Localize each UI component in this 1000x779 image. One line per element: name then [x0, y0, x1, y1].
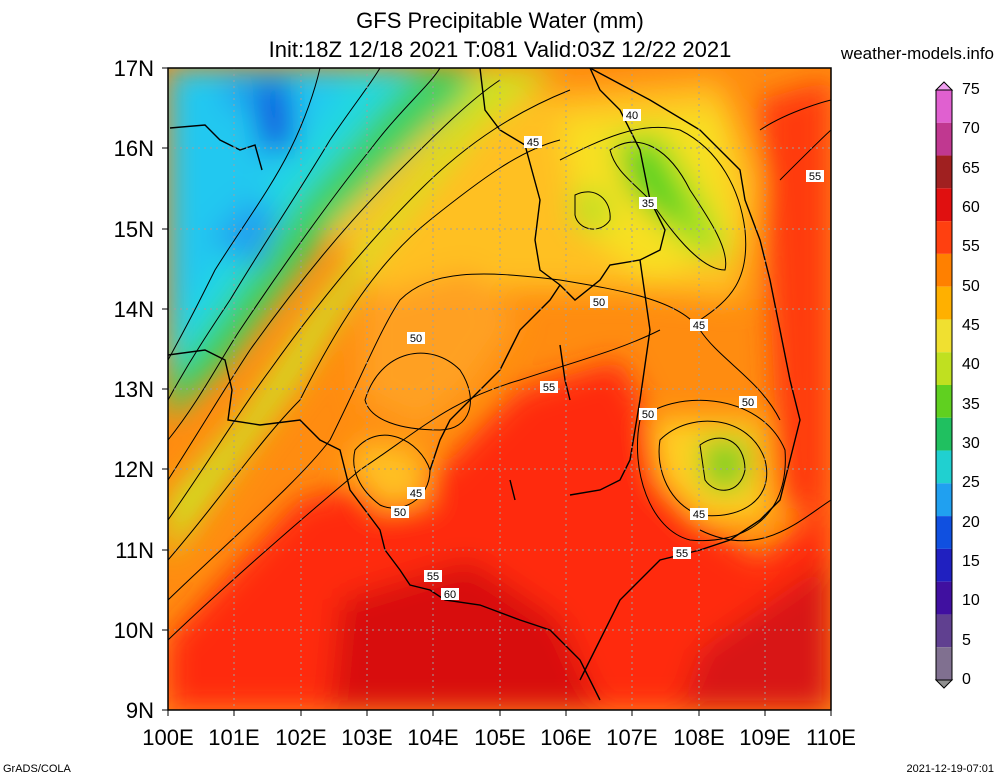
lon-label: 101E	[208, 725, 260, 750]
lon-label: 100E	[142, 725, 194, 750]
colorbar-label: 70	[962, 120, 980, 138]
svg-text:40: 40	[626, 110, 638, 122]
lon-label: 103E	[341, 725, 393, 750]
colorbar-swatch	[936, 286, 952, 320]
pw-field	[168, 68, 831, 710]
lat-label: 10N	[113, 618, 154, 643]
contour-label: 50	[391, 506, 409, 519]
colorbar-swatch	[936, 90, 952, 123]
contour-label: 50	[590, 296, 608, 309]
contour-label: 55	[806, 170, 824, 183]
lon-label: 110E	[806, 725, 856, 750]
axis-ticks	[162, 67, 832, 716]
site-label: weather-models.info	[840, 44, 994, 63]
colorbar-label: 50	[962, 277, 980, 295]
contour-label: 55	[540, 381, 558, 394]
svg-text:45: 45	[693, 509, 705, 521]
contour-label: 55	[673, 547, 691, 560]
lat-label: 14N	[113, 297, 154, 322]
colorbar-label: 60	[962, 199, 980, 216]
colorbar-label: 0	[962, 671, 971, 688]
contour-label: 60	[441, 588, 459, 601]
lon-label: 105E	[474, 725, 526, 750]
map-subtitle: Init:18Z 12/18 2021 T:081 Valid:03Z 12/2…	[268, 37, 732, 62]
render-timestamp: 2021-12-19-07:01	[906, 763, 994, 775]
colorbar-swatch	[936, 221, 952, 254]
contour-label: 45	[690, 319, 708, 332]
lat-label: 15N	[113, 217, 154, 242]
colorbar-swatch	[936, 581, 952, 615]
colorbar-label: 5	[962, 631, 971, 649]
colorbar-swatch	[936, 385, 952, 418]
colorbar-label: 35	[962, 395, 980, 413]
map-title: GFS Precipitable Water (mm)	[356, 8, 644, 33]
contour-label: 45	[407, 487, 425, 500]
svg-text:55: 55	[676, 548, 688, 560]
svg-text:60: 60	[444, 589, 456, 601]
colorbar-label: 75	[962, 81, 980, 98]
colorbar-label: 10	[962, 592, 980, 610]
colorbar-swatch	[936, 483, 952, 517]
colorbar-label: 40	[962, 356, 980, 374]
lat-label: 17N	[113, 56, 154, 81]
contour-label: 55	[424, 570, 442, 583]
svg-text:45: 45	[693, 320, 705, 332]
colorbar-swatch	[936, 352, 952, 385]
lon-label: 108E	[673, 725, 725, 750]
svg-text:50: 50	[642, 409, 654, 421]
colorbar-label: 55	[962, 238, 980, 256]
lat-label: 16N	[113, 136, 154, 161]
grid	[168, 68, 831, 710]
colorbar-label: 30	[962, 435, 980, 452]
colorbar-label: 45	[962, 317, 980, 334]
svg-text:50: 50	[593, 297, 605, 309]
colorbar-swatch	[936, 188, 952, 222]
colorbar-label: 15	[962, 553, 980, 570]
colorbar-swatch	[936, 253, 952, 287]
colorbar-swatch	[936, 548, 952, 582]
lat-label: 13N	[113, 377, 154, 402]
colorbar-label: 20	[962, 513, 980, 531]
lon-label: 102E	[275, 725, 327, 750]
contour-label: 50	[407, 332, 425, 345]
lon-label: 107E	[606, 725, 658, 750]
svg-text:50: 50	[742, 397, 754, 409]
colorbar-swatch	[936, 417, 952, 451]
colorbar-swatch	[936, 450, 952, 484]
lon-label: 106E	[540, 725, 592, 750]
contour-label: 45	[524, 136, 542, 149]
colorbar-label: 65	[962, 159, 980, 177]
lon-label: 104E	[407, 725, 459, 750]
colorbar-swatch	[936, 122, 952, 156]
contour-label: 35	[639, 197, 657, 210]
contour-label: 50	[639, 408, 657, 421]
colorbar-swatch	[936, 155, 952, 189]
svg-text:55: 55	[809, 171, 821, 183]
lon-label: 109E	[739, 725, 791, 750]
lat-label: 9N	[125, 698, 154, 723]
svg-text:55: 55	[427, 571, 439, 583]
contour-label: 40	[623, 109, 641, 122]
lat-label: 12N	[113, 457, 154, 482]
contour-labels: 40 45 35 55 50 45 50 55 50 50 45 50 45 5…	[391, 109, 824, 601]
svg-text:45: 45	[410, 488, 422, 500]
svg-text:35: 35	[642, 198, 654, 210]
colorbar-swatch	[936, 319, 952, 353]
lat-label: 11N	[115, 538, 154, 563]
contour-label: 50	[739, 396, 757, 409]
svg-text:45: 45	[527, 137, 539, 149]
software-credit: GrADS/COLA	[3, 763, 71, 775]
colorbar-swatch	[936, 647, 952, 680]
colorbar-swatch	[936, 516, 952, 549]
svg-text:55: 55	[543, 382, 555, 394]
svg-text:50: 50	[394, 507, 406, 519]
colorbar-label: 25	[962, 474, 980, 492]
contour-label: 45	[690, 508, 708, 521]
svg-text:50: 50	[410, 333, 422, 345]
colorbar-swatch	[936, 614, 952, 648]
